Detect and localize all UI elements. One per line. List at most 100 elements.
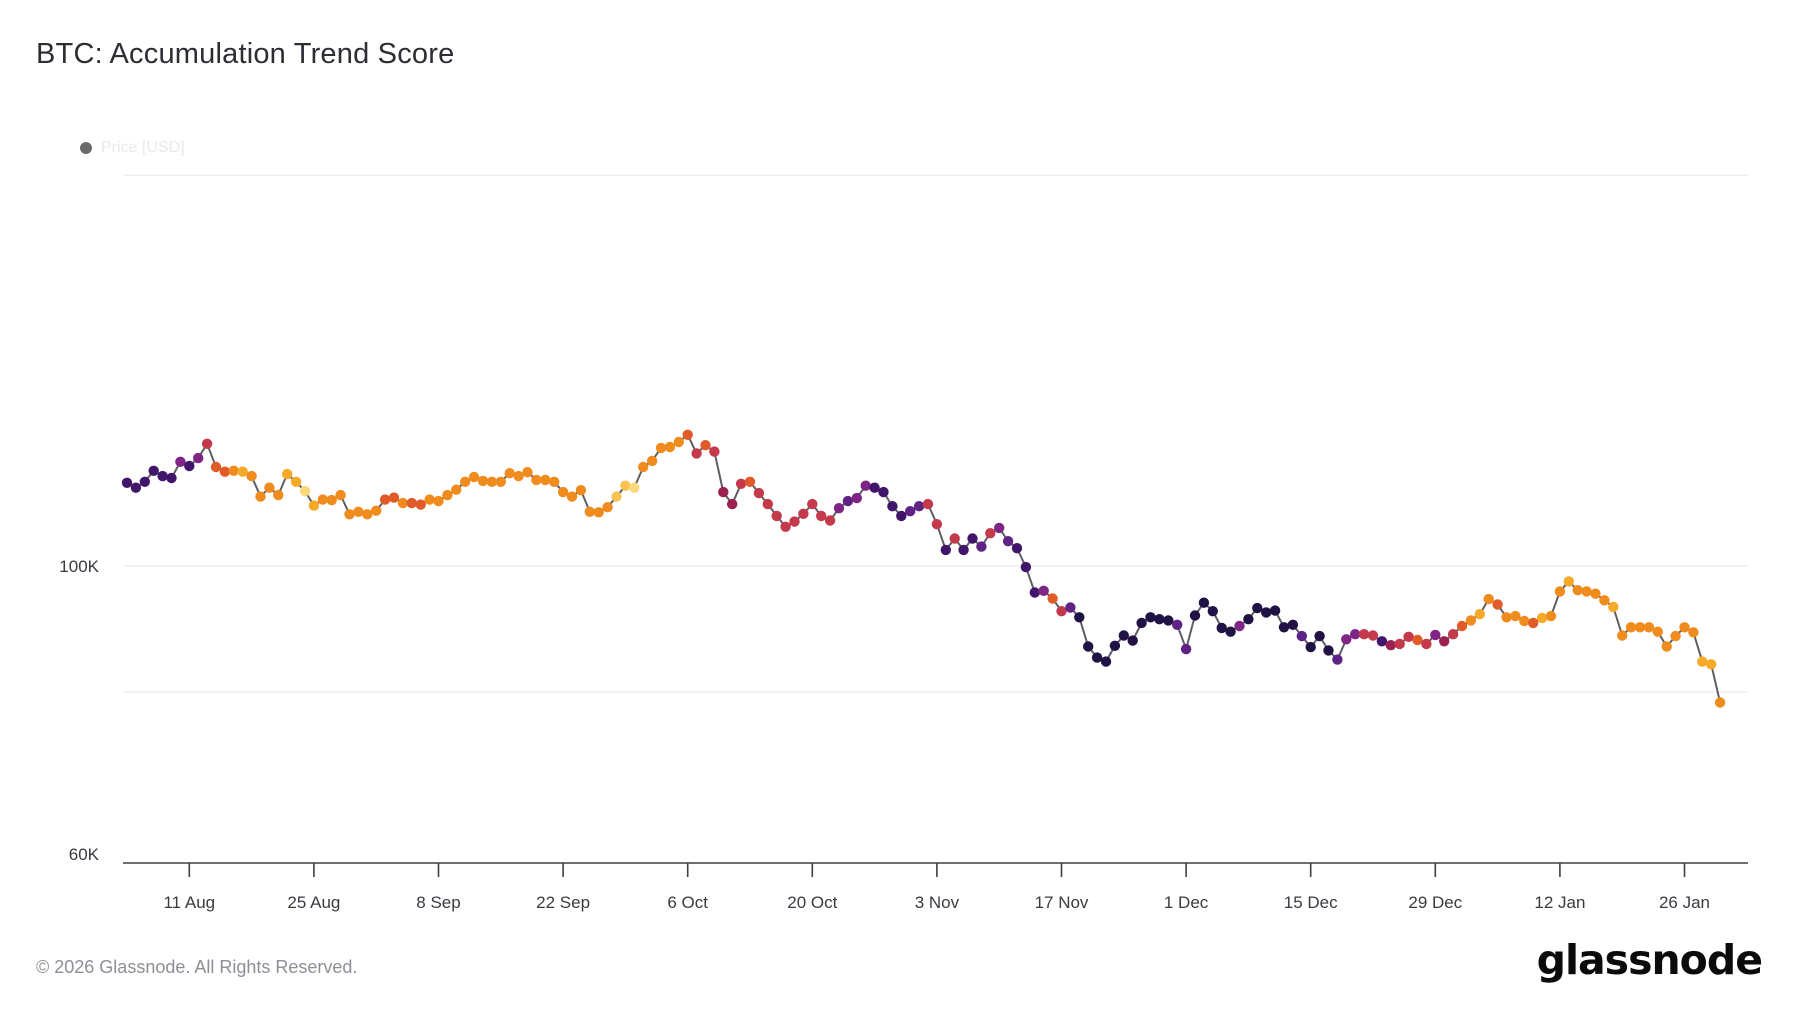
data-point[interactable] — [700, 440, 711, 451]
data-point[interactable] — [1697, 656, 1708, 667]
data-point[interactable] — [1403, 631, 1414, 642]
data-point[interactable] — [629, 482, 640, 493]
data-point[interactable] — [1225, 626, 1236, 637]
data-point[interactable] — [344, 509, 355, 520]
data-point[interactable] — [1599, 595, 1610, 606]
data-point[interactable] — [1296, 630, 1308, 642]
data-point[interactable] — [1528, 617, 1539, 629]
data-point[interactable] — [1483, 593, 1494, 605]
data-point[interactable] — [798, 508, 809, 519]
data-point[interactable] — [406, 497, 417, 509]
data-point[interactable] — [1358, 629, 1370, 640]
data-point[interactable] — [1065, 602, 1076, 613]
data-point[interactable] — [1332, 654, 1343, 665]
data-point[interactable] — [718, 486, 729, 498]
data-point[interactable] — [1287, 619, 1299, 630]
data-point[interactable] — [415, 499, 426, 510]
data-point[interactable] — [1056, 606, 1067, 617]
data-point[interactable] — [1154, 614, 1165, 625]
data-point[interactable] — [1109, 640, 1121, 651]
data-point[interactable] — [958, 544, 969, 556]
data-point[interactable] — [967, 533, 978, 544]
data-point[interactable] — [540, 474, 551, 486]
data-point[interactable] — [282, 468, 293, 480]
data-point[interactable] — [1590, 588, 1601, 599]
data-point[interactable] — [851, 492, 862, 504]
data-point[interactable] — [985, 528, 996, 539]
data-point[interactable] — [727, 498, 738, 510]
data-point[interactable] — [1714, 697, 1726, 708]
data-point[interactable] — [1652, 626, 1664, 637]
data-point[interactable] — [994, 522, 1005, 534]
data-point[interactable] — [504, 468, 515, 479]
data-point[interactable] — [878, 486, 889, 498]
data-point[interactable] — [513, 470, 524, 482]
data-point[interactable] — [922, 498, 934, 510]
data-point[interactable] — [1100, 656, 1112, 667]
data-point[interactable] — [468, 471, 480, 483]
data-point[interactable] — [397, 497, 409, 509]
data-point[interactable] — [655, 442, 667, 454]
data-point[interactable] — [264, 482, 275, 493]
data-point[interactable] — [575, 485, 587, 496]
data-point[interactable] — [638, 461, 649, 473]
data-point[interactable] — [388, 492, 400, 503]
data-point[interactable] — [1412, 634, 1423, 646]
data-point[interactable] — [1020, 561, 1032, 573]
data-point[interactable] — [976, 541, 987, 552]
data-point[interactable] — [246, 470, 257, 482]
data-point[interactable] — [1376, 636, 1388, 647]
data-point[interactable] — [611, 491, 622, 502]
data-point[interactable] — [753, 487, 765, 499]
data-point[interactable] — [308, 500, 320, 511]
data-point[interactable] — [228, 465, 239, 476]
data-point[interactable] — [237, 466, 248, 477]
data-point[interactable] — [1172, 619, 1183, 630]
data-point[interactable] — [1047, 593, 1058, 604]
data-point[interactable] — [1216, 622, 1227, 634]
data-point[interactable] — [1643, 622, 1655, 633]
data-point[interactable] — [1136, 617, 1147, 629]
data-point[interactable] — [379, 494, 391, 505]
data-point[interactable] — [522, 467, 533, 478]
data-point[interactable] — [1269, 605, 1281, 616]
data-point[interactable] — [842, 495, 854, 507]
data-point[interactable] — [664, 441, 676, 453]
data-point[interactable] — [673, 436, 684, 448]
data-point[interactable] — [166, 472, 177, 484]
data-point[interactable] — [1439, 636, 1450, 647]
data-point[interactable] — [1002, 536, 1014, 547]
data-point[interactable] — [1011, 543, 1023, 554]
data-point[interactable] — [780, 521, 791, 532]
data-point[interactable] — [1145, 612, 1156, 623]
data-point[interactable] — [531, 474, 542, 486]
data-point[interactable] — [789, 516, 800, 527]
data-point[interactable] — [549, 476, 560, 487]
data-point[interactable] — [1554, 586, 1566, 597]
data-point[interactable] — [1421, 638, 1432, 650]
data-point[interactable] — [905, 506, 916, 517]
data-point[interactable] — [833, 503, 845, 514]
data-point[interactable] — [887, 501, 898, 512]
data-point[interactable] — [1492, 599, 1503, 610]
data-point[interactable] — [869, 482, 880, 493]
data-point[interactable] — [735, 478, 747, 489]
data-point[interactable] — [371, 505, 382, 516]
data-point[interactable] — [193, 452, 204, 464]
data-point[interactable] — [1510, 610, 1521, 622]
data-point[interactable] — [486, 476, 498, 487]
data-point[interactable] — [1118, 630, 1130, 641]
data-point[interactable] — [1038, 585, 1049, 596]
data-point[interactable] — [593, 507, 604, 518]
data-point[interactable] — [771, 510, 782, 522]
data-point[interactable] — [584, 506, 595, 517]
data-point[interactable] — [451, 484, 462, 495]
data-point[interactable] — [1243, 614, 1254, 625]
data-point[interactable] — [1465, 615, 1477, 626]
data-point[interactable] — [121, 477, 133, 488]
data-point[interactable] — [157, 470, 168, 482]
data-point[interactable] — [1207, 606, 1219, 617]
data-point[interactable] — [1163, 615, 1174, 626]
data-point[interactable] — [424, 494, 435, 505]
